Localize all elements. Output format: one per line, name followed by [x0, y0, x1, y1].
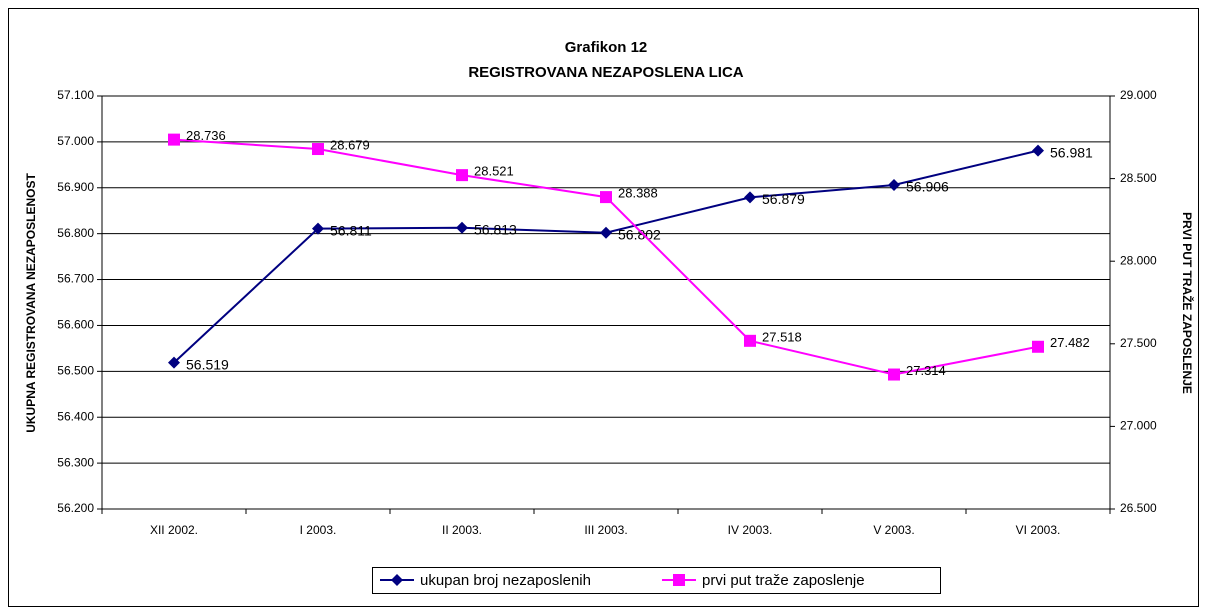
y2-tick-label: 26.500: [1120, 501, 1157, 515]
y-tick-label: 56.200: [57, 501, 94, 515]
y2-tick-label: 28.500: [1120, 171, 1157, 185]
data-label: 56.802: [618, 226, 661, 242]
y-tick-label: 56.400: [57, 409, 94, 423]
data-label: 28.679: [330, 137, 370, 152]
data-label: 56.813: [474, 221, 517, 237]
marker: [744, 334, 756, 347]
x-tick-label: VI 2003.: [1016, 523, 1061, 537]
y2-tick-label: 27.500: [1120, 336, 1157, 350]
y-tick-label: 56.600: [57, 318, 94, 332]
data-label: 56.981: [1050, 144, 1093, 160]
marker: [456, 169, 468, 182]
y-axis-title: UKUPNA REGISTROVANA NEZAPOSLENOST: [24, 173, 38, 433]
marker: [168, 356, 180, 369]
y-tick-label: 57.100: [57, 88, 94, 102]
marker: [600, 226, 612, 239]
marker: [312, 143, 324, 156]
y2-tick-label: 29.000: [1120, 88, 1157, 102]
data-label: 27.482: [1050, 335, 1090, 350]
data-label: 56.879: [762, 191, 805, 207]
x-tick-label: IV 2003.: [728, 523, 773, 537]
x-tick-label: III 2003.: [584, 523, 627, 537]
legend-label: ukupan broj nezaposlenih: [420, 572, 591, 589]
data-label: 28.388: [618, 186, 658, 201]
marker: [1032, 340, 1044, 353]
y-tick-label: 57.000: [57, 134, 94, 148]
legend-marker: [673, 574, 685, 586]
y-tick-label: 56.900: [57, 180, 94, 194]
legend-marker: [391, 574, 403, 586]
legend-label: prvi put traže zaposlenje: [702, 572, 865, 589]
y-tick-label: 56.300: [57, 455, 94, 469]
marker: [312, 222, 324, 235]
data-label: 56.811: [330, 222, 372, 238]
marker: [168, 133, 180, 146]
y-tick-label: 56.700: [57, 272, 94, 286]
y2-tick-label: 28.000: [1120, 253, 1157, 267]
y-tick-label: 56.800: [57, 226, 94, 240]
marker: [1032, 144, 1044, 157]
marker: [888, 179, 900, 192]
y2-axis-title: PRVI PUT TRAŽE ZAPOSLENJE: [1180, 212, 1195, 394]
data-label: 27.518: [762, 329, 802, 344]
data-label: 28.521: [474, 164, 514, 179]
legend-box: [372, 567, 941, 594]
x-tick-label: XII 2002.: [150, 523, 198, 537]
x-tick-label: V 2003.: [873, 523, 914, 537]
data-label: 56.906: [906, 179, 949, 195]
x-tick-label: I 2003.: [300, 523, 337, 537]
y2-tick-label: 27.000: [1120, 419, 1157, 433]
chart-title: REGISTROVANA NEZAPOSLENA LICA: [468, 64, 743, 81]
marker: [744, 191, 756, 204]
data-label: 27.314: [906, 363, 946, 378]
chart-title: Grafikon 12: [565, 39, 648, 56]
x-tick-label: II 2003.: [442, 523, 482, 537]
data-label: 56.519: [186, 356, 229, 372]
marker: [888, 368, 900, 381]
chart-border: [8, 8, 1199, 607]
marker: [456, 221, 468, 234]
y-tick-label: 56.500: [57, 364, 94, 378]
data-label: 28.736: [186, 128, 226, 143]
marker: [600, 191, 612, 204]
